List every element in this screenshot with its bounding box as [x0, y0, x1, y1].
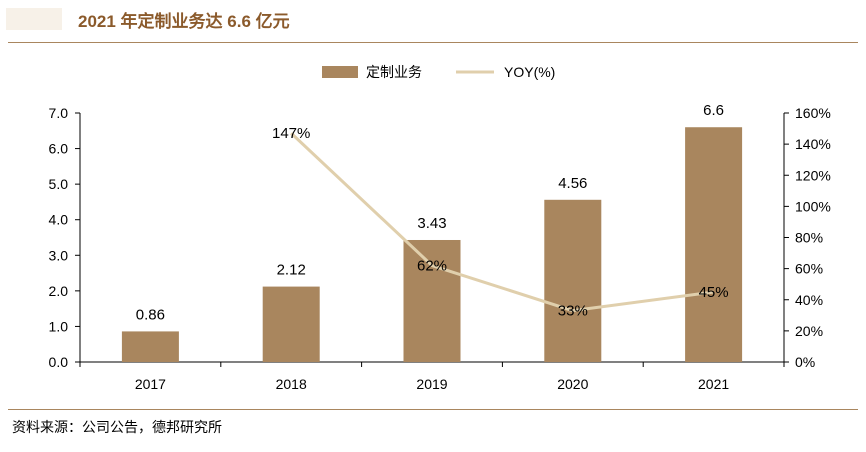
- source-note: 资料来源：公司公告，德邦研究所: [12, 419, 222, 435]
- top-divider: [8, 42, 858, 43]
- yoy-line: [290, 132, 714, 313]
- bar: [262, 286, 320, 362]
- yoy-value-label: 147%: [272, 125, 310, 142]
- title-bar: 2021 年定制业务达 6.6 亿元: [0, 0, 866, 44]
- x-axis-tick-label: 2017: [135, 376, 166, 392]
- left-axis-tick-label: 2.0: [49, 283, 69, 299]
- left-axis-tick-label: 7.0: [49, 105, 69, 121]
- left-axis-tick-label: 3.0: [49, 247, 69, 263]
- right-axis-tick-label: 120%: [795, 167, 831, 183]
- legend-swatch-bar: [322, 66, 358, 78]
- right-axis-tick-label: 140%: [795, 136, 831, 152]
- right-axis-tick-label: 100%: [795, 198, 831, 214]
- left-axis-tick-label: 4.0: [49, 212, 69, 228]
- right-axis-tick-label: 0%: [795, 354, 815, 370]
- right-axis-tick-label: 80%: [795, 230, 823, 246]
- x-axis-tick-label: 2019: [416, 376, 447, 392]
- left-axis-tick-label: 6.0: [49, 141, 69, 157]
- yoy-value-label: 33%: [558, 303, 588, 320]
- left-axis-tick-label: 5.0: [49, 176, 69, 192]
- legend-label-line: YOY(%): [504, 64, 555, 80]
- bar-value-label: 2.12: [277, 262, 306, 279]
- bar-value-label: 4.56: [558, 175, 587, 192]
- combo-chart: 定制业务 YOY(%) 0.0 1.0 2.0 3.0 4.0 5.0 6.0 7.0 0% 20% 4…: [49, 64, 831, 392]
- right-axis-tick-label: 60%: [795, 261, 823, 277]
- x-axis-tick-label: 2018: [276, 376, 307, 392]
- left-axis-tick-label: 1.0: [49, 318, 69, 334]
- bar-value-label: 3.43: [417, 215, 446, 232]
- bar-value-label: 0.86: [136, 306, 165, 323]
- x-axis-tick-label: 2021: [698, 376, 729, 392]
- legend-label-bar: 定制业务: [366, 64, 422, 80]
- bar-value-label: 6.6: [703, 102, 724, 119]
- title-tag: [6, 8, 62, 30]
- yoy-value-label: 62%: [417, 258, 447, 275]
- yoy-value-label: 45%: [699, 284, 729, 301]
- right-axis-tick-label: 40%: [795, 292, 823, 308]
- bar: [121, 331, 179, 362]
- right-axis-tick-label: 160%: [795, 105, 831, 121]
- x-axis-tick-label: 2020: [557, 376, 588, 392]
- left-axis-tick-label: 0.0: [49, 354, 69, 370]
- bar: [544, 199, 602, 362]
- bottom-divider: [8, 409, 858, 410]
- page-title: 2021 年定制业务达 6.6 亿元: [78, 12, 290, 31]
- right-axis-tick-label: 20%: [795, 323, 823, 339]
- bar: [403, 239, 461, 362]
- bar: [685, 127, 743, 362]
